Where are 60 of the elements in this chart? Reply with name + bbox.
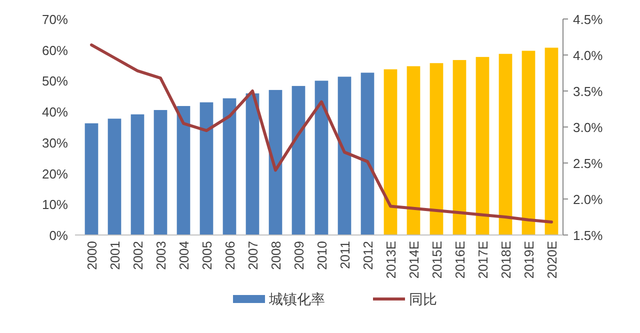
bar (246, 93, 260, 235)
bar (452, 60, 466, 235)
x-tick-label: 2007 (246, 241, 260, 270)
y2-tick-label: 4.5% (573, 12, 604, 27)
y2-tick-label: 3.0% (573, 120, 604, 135)
bar (314, 80, 328, 235)
bar (476, 56, 490, 235)
y-tick-label: 10% (42, 197, 68, 212)
y-tick-label: 0% (49, 228, 68, 243)
y-tick-label: 60% (42, 42, 68, 58)
x-tick-label: 2013E (384, 240, 398, 279)
bar (200, 102, 214, 235)
y2-tick-label: 2.0% (573, 192, 604, 207)
bar (130, 114, 144, 235)
y-tick-label: 50% (42, 74, 68, 89)
y-tick-label: 40% (42, 104, 68, 120)
x-tick-label: 2012 (360, 241, 376, 270)
x-tick-label: 2000 (84, 241, 100, 270)
x-tick-label: 2004 (176, 241, 192, 270)
bar (384, 69, 398, 235)
bar (108, 118, 122, 235)
legend-label: 同比 (409, 291, 437, 307)
bar (522, 50, 536, 235)
y-tick-label: 30% (42, 135, 68, 150)
x-tick-label: 2001 (108, 241, 122, 270)
bar (338, 76, 352, 235)
x-tick-label: 2018E (498, 240, 514, 279)
x-tick-label: 2008 (268, 241, 284, 270)
x-tick-label: 2010 (314, 241, 330, 270)
bar (176, 106, 190, 235)
x-tick-label: 2009 (292, 241, 306, 270)
bar (430, 63, 444, 235)
y-tick-label: 20% (42, 166, 68, 182)
bar (222, 98, 236, 235)
y2-tick-label: 4.0% (573, 48, 604, 63)
x-tick-label: 2020E (544, 240, 560, 279)
line-series (90, 43, 553, 224)
bar (360, 72, 374, 235)
x-tick-label: 2019E (522, 240, 536, 279)
x-tick-label: 2017E (476, 240, 490, 279)
y2-tick-label: 2.5% (573, 156, 604, 171)
x-tick-label: 2015E (430, 240, 444, 279)
x-tick-label: 2011 (338, 241, 352, 269)
y-tick-label: 70% (42, 12, 68, 27)
x-tick-label: 2006 (222, 241, 238, 270)
x-tick-label: 2002 (130, 241, 146, 270)
x-tick-label: 2014E (406, 240, 422, 279)
y2-tick-label: 3.5% (573, 84, 604, 99)
bar (154, 110, 168, 235)
bar (498, 54, 512, 235)
legend-label: 城镇化率 (268, 291, 325, 307)
x-tick-label: 2003 (154, 241, 168, 270)
bar (84, 123, 98, 235)
bar (544, 48, 558, 235)
x-tick-label: 2016E (452, 240, 468, 279)
bar (406, 66, 420, 235)
bar (268, 90, 282, 235)
y2-tick-label: 1.5% (573, 228, 604, 243)
x-tick-label: 2005 (200, 241, 214, 270)
bar (292, 86, 306, 235)
